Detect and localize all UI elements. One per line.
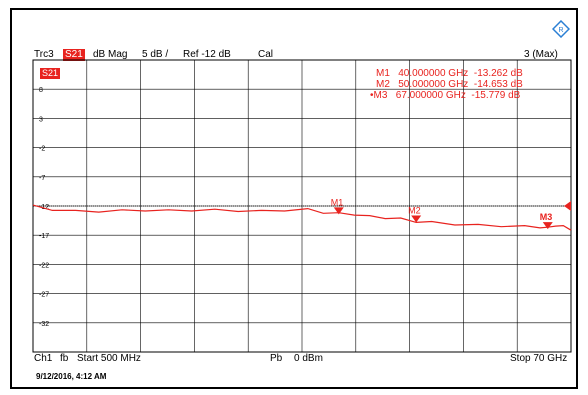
format-label[interactable]: dB Mag	[93, 49, 128, 60]
trace-plot: 8 3 -2 -7 -12 -17 -22 -27 -32 M1 M2 M3	[32, 59, 572, 353]
marker-triangle-icon	[411, 215, 422, 223]
rohde-schwarz-logo-icon: R	[552, 20, 570, 38]
marker-label: M2	[376, 79, 390, 90]
y-tick-label: -32	[39, 321, 49, 328]
max-label: 3 (Max)	[524, 49, 558, 60]
y-tick-label: -27	[39, 292, 49, 299]
param-badge[interactable]: S21	[63, 49, 85, 61]
marker-label: M3	[373, 90, 388, 101]
y-tick-label: -17	[39, 233, 49, 240]
marker-value: -14.653 dB	[473, 79, 523, 90]
marker-triangle-icon	[333, 207, 344, 215]
marker-chart-label: M2	[408, 205, 421, 215]
trace-name: Trc3	[34, 49, 54, 60]
marker-freq: 50.000000 GHz	[398, 79, 469, 90]
y-tick-label: 8	[39, 87, 43, 94]
fb-label: fb	[60, 353, 69, 364]
marker-row-m3: •M3 67.000000 GHz -15.779 dB	[370, 90, 520, 101]
y-tick-label: -7	[39, 175, 45, 182]
ref-label[interactable]: Ref -12 dB	[183, 49, 231, 60]
svg-text:R: R	[558, 27, 563, 34]
y-tick-label: 3	[39, 116, 43, 123]
marker-value: -15.779 dB	[471, 90, 521, 101]
marker-label: M1	[376, 68, 390, 79]
marker-value: -13.262 dB	[473, 68, 523, 79]
pb-label: Pb	[270, 353, 283, 364]
start-label[interactable]: Start 500 MHz	[77, 353, 141, 364]
marker-chart-label: M3	[540, 212, 553, 222]
marker-prefix: •	[370, 90, 374, 101]
y-tick-label: -12	[39, 204, 49, 211]
s21-trace-label: S21	[40, 68, 61, 79]
marker-freq: 67.000000 GHz	[395, 90, 466, 101]
y-tick-label: -2	[39, 146, 45, 153]
y-tick-label: -22	[39, 262, 49, 269]
stop-label[interactable]: Stop 70 GHz	[510, 353, 568, 364]
power-label[interactable]: 0 dBm	[294, 353, 323, 364]
timestamp: 9/12/2016, 4:12 AM	[36, 372, 107, 381]
ref-arrow-icon	[564, 201, 571, 211]
marker-triangle-icon	[542, 222, 553, 230]
marker-row-m1: M1 40.000000 GHz -13.262 dB	[376, 68, 523, 79]
scale-label[interactable]: 5 dB /	[142, 49, 169, 60]
marker-freq: 40.000000 GHz	[398, 68, 469, 79]
cal-label: Cal	[258, 49, 274, 60]
marker-chart-label: M1	[331, 197, 344, 207]
trace-s21	[32, 204, 572, 231]
channel-label: Ch1	[34, 353, 53, 364]
marker-row-m2: M2 50.000000 GHz -14.653 dB	[376, 79, 523, 90]
analyzer-screen	[10, 8, 578, 389]
